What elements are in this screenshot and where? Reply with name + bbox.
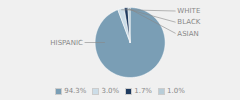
svg-text:BLACK: BLACK xyxy=(177,18,200,26)
svg-text:HISPANIC: HISPANIC xyxy=(50,39,83,47)
svg-text:ASIAN: ASIAN xyxy=(177,30,198,38)
html-text:3.0%: 3.0% xyxy=(101,87,120,95)
html-text:94.3%: 94.3% xyxy=(64,87,87,95)
svg-text:WHITE: WHITE xyxy=(177,7,200,15)
html-text:1.7%: 1.7% xyxy=(134,87,152,95)
html-text:1.0%: 1.0% xyxy=(167,87,185,95)
